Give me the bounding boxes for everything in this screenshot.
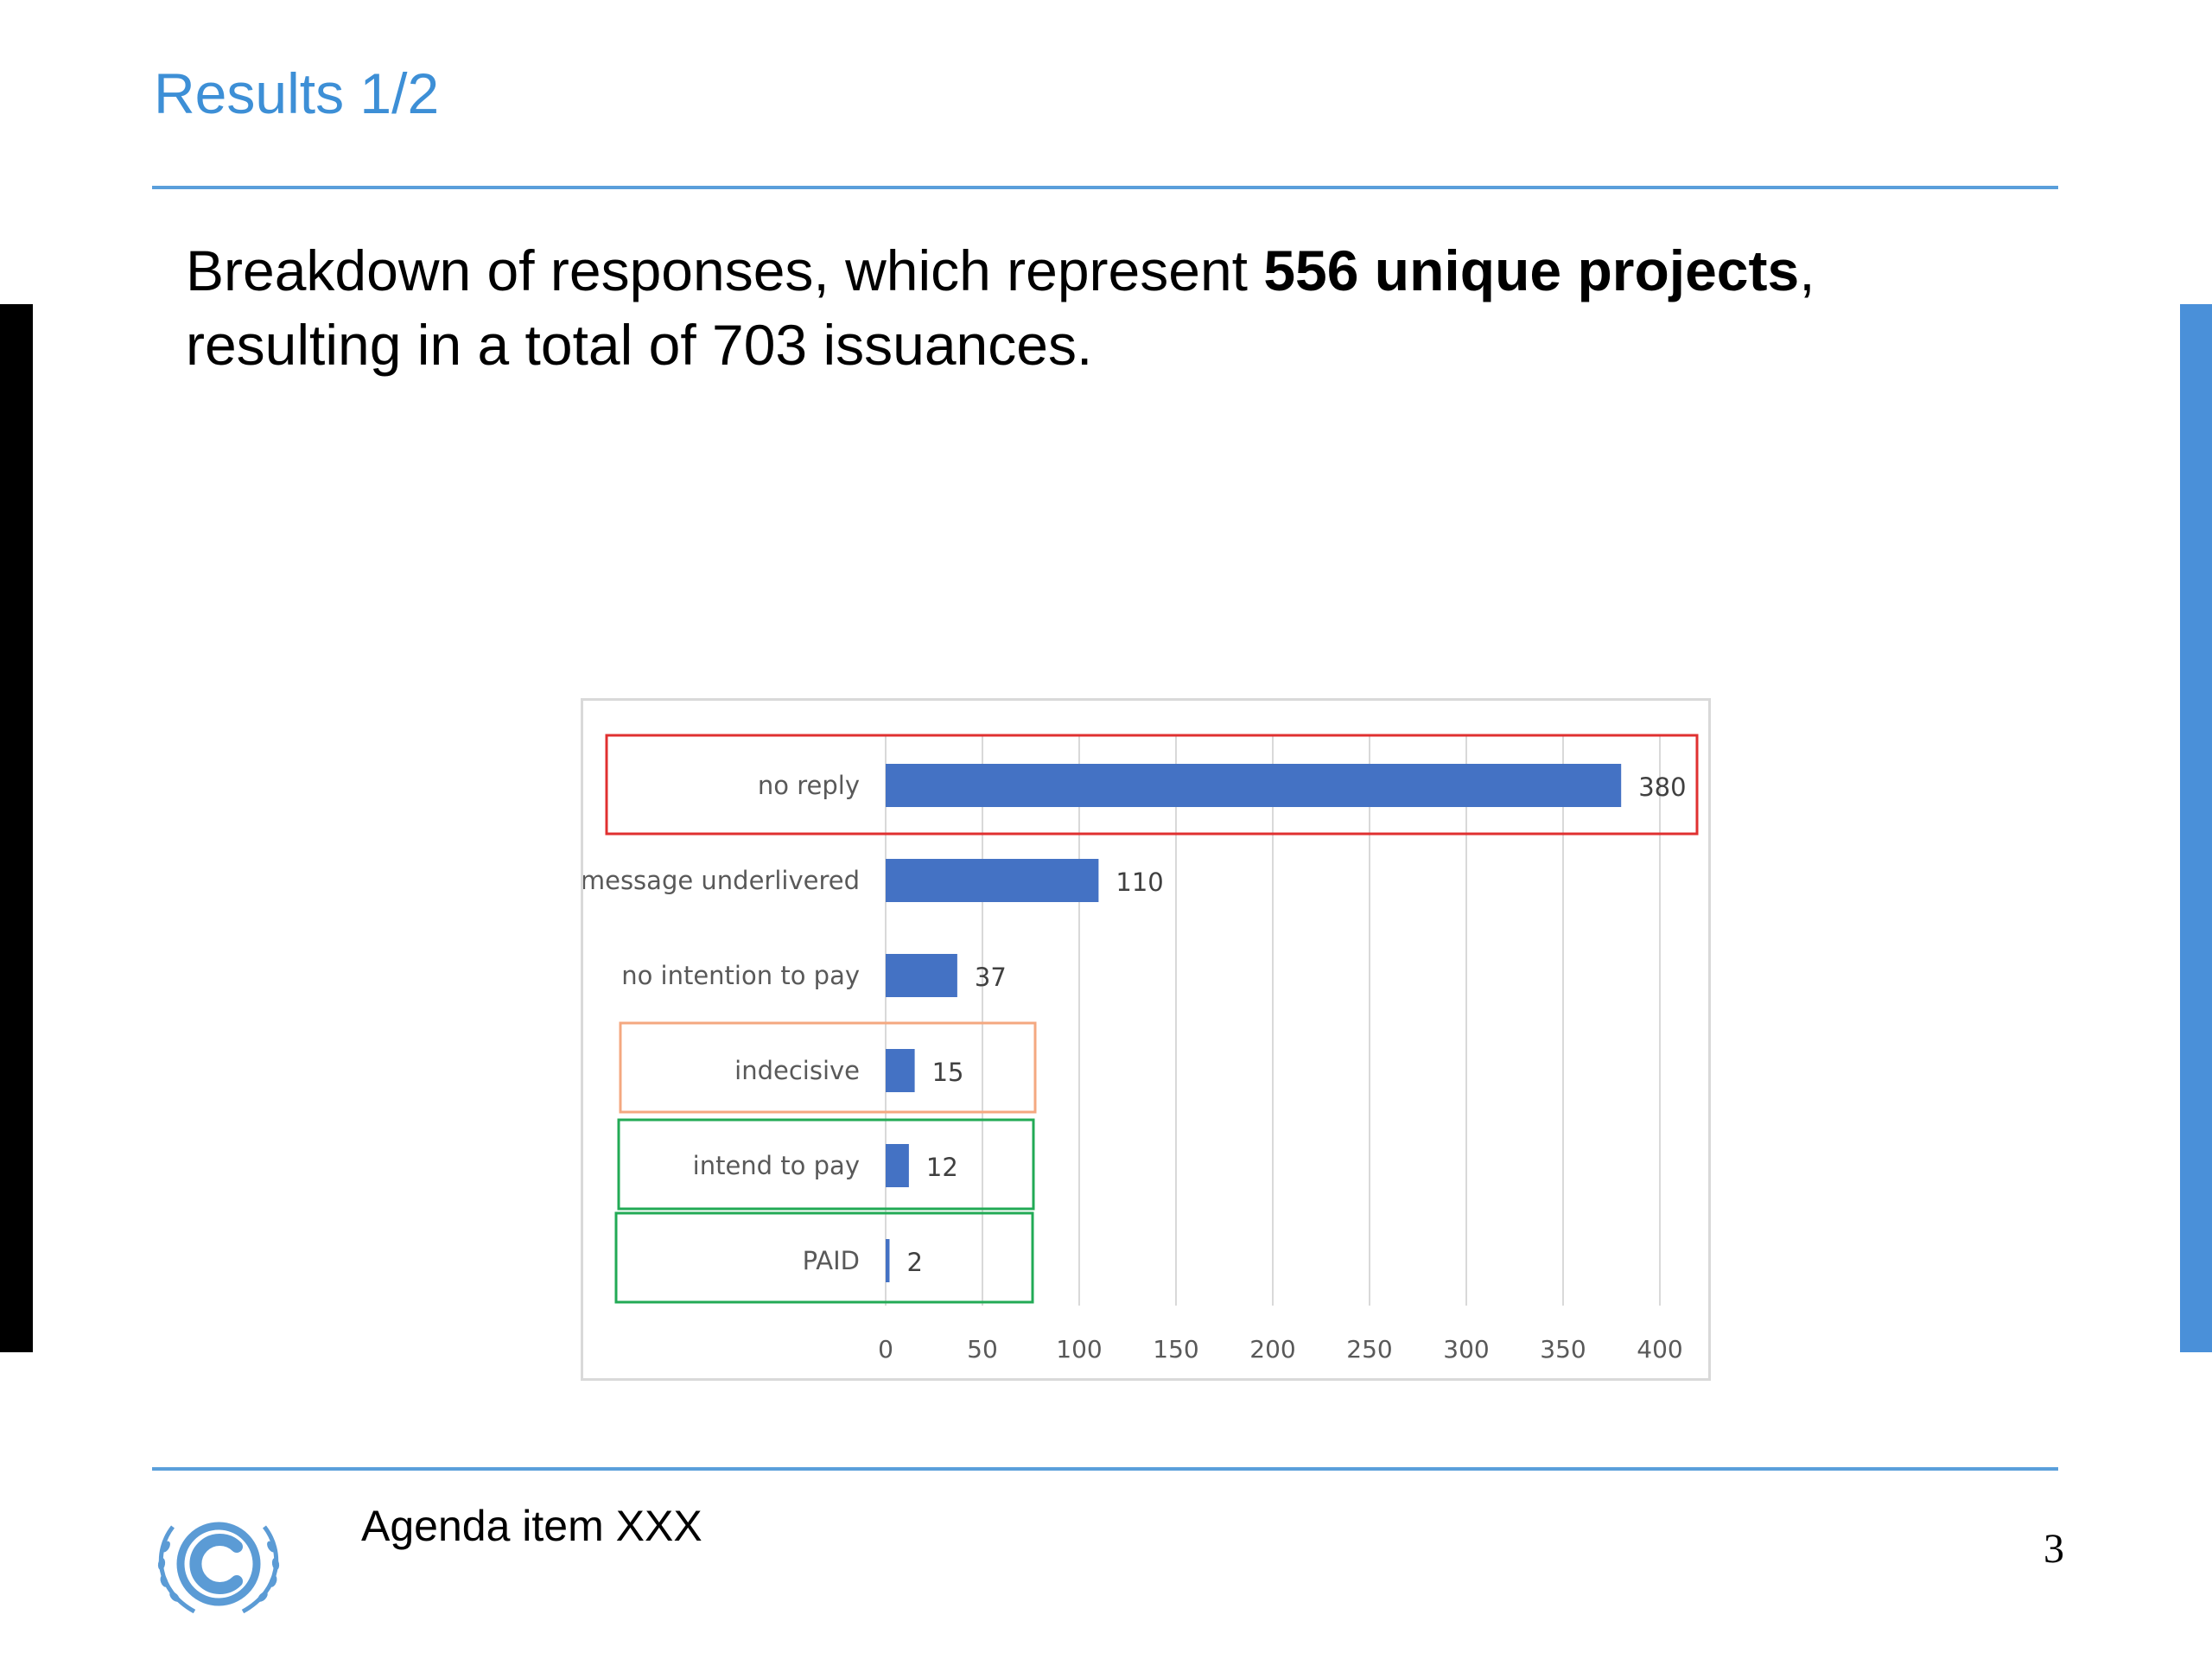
category-label: indecisive xyxy=(734,1056,860,1085)
x-tick-label: 100 xyxy=(1056,1335,1102,1363)
x-tick-label: 300 xyxy=(1443,1335,1489,1363)
bar xyxy=(886,1049,915,1092)
data-label: 2 xyxy=(906,1248,922,1277)
data-label: 12 xyxy=(926,1153,958,1182)
slide-subtitle: Breakdown of responses, which represent … xyxy=(186,233,2044,382)
category-label: PAID xyxy=(803,1246,860,1275)
x-tick-label: 0 xyxy=(878,1335,893,1363)
category-label: intend to pay xyxy=(693,1151,860,1180)
page-number: 3 xyxy=(2044,1526,2064,1572)
highlight-intend-to-pay xyxy=(617,1118,1035,1211)
highlight-paid xyxy=(614,1211,1034,1304)
data-label: 110 xyxy=(1116,868,1163,897)
data-label: 37 xyxy=(975,963,1007,992)
bar xyxy=(886,1144,909,1187)
x-tick-label: 400 xyxy=(1637,1335,1682,1363)
category-label: no reply xyxy=(758,771,860,800)
laurel-wreath-icon xyxy=(158,1525,279,1614)
top-divider xyxy=(152,186,2058,189)
category-label: no intention to pay xyxy=(621,961,860,990)
left-accent-bar xyxy=(0,304,33,1352)
x-tick-label: 150 xyxy=(1153,1335,1198,1363)
globe-icon xyxy=(176,1522,261,1606)
x-tick-label: 350 xyxy=(1540,1335,1586,1363)
data-label: 15 xyxy=(932,1058,964,1087)
bar-chart-svg: 0 50 100 150 200 250 300 350 400 no reply 380 messa… xyxy=(583,734,1699,1363)
x-tick-label: 200 xyxy=(1249,1335,1295,1363)
subtitle-highlight: 556 unique projects xyxy=(1263,238,1800,302)
x-tick-label: 50 xyxy=(967,1335,998,1363)
category-label: message underlivered xyxy=(583,866,860,895)
slide-title: Results 1/2 xyxy=(154,61,440,125)
highlight-no-reply xyxy=(605,734,1699,836)
unfccc-logo xyxy=(157,1522,280,1614)
data-label: 380 xyxy=(1638,772,1686,802)
footer-agenda: Agenda item XXX xyxy=(361,1502,702,1550)
bar xyxy=(886,859,1099,902)
c-letter-icon xyxy=(189,1534,243,1594)
x-tick-label: 250 xyxy=(1346,1335,1392,1363)
bar xyxy=(886,1239,890,1282)
bottom-divider xyxy=(152,1467,2058,1471)
highlight-indecisive xyxy=(619,1021,1037,1114)
bar xyxy=(886,764,1622,807)
bar xyxy=(886,954,957,997)
subtitle-text-start: Breakdown of responses, which represent xyxy=(186,238,1264,302)
bar-chart: 0 50 100 150 200 250 300 350 400 no reply 380 messa… xyxy=(581,698,1711,1381)
subtitle-text-end: , resulting in a total of 703 issuances. xyxy=(186,238,1815,377)
right-accent-bar xyxy=(2180,304,2212,1352)
